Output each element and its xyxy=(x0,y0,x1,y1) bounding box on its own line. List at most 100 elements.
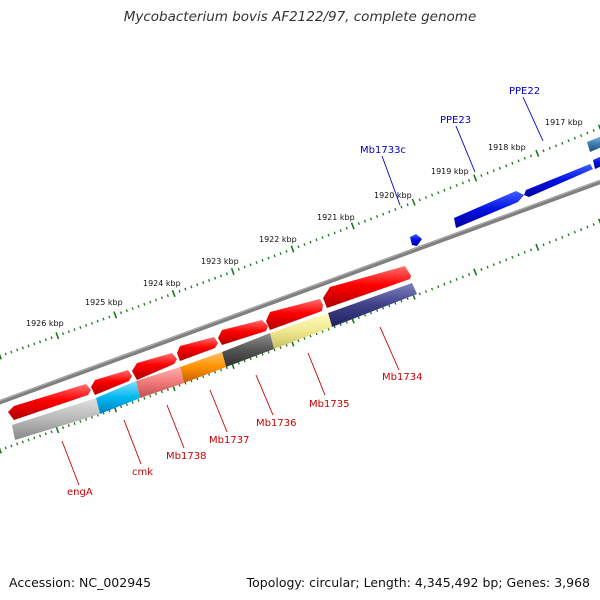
inner-ring-minor-tick xyxy=(406,297,409,301)
accession-text: Accession: NC_002945 xyxy=(9,575,152,590)
outer-ring-minor-tick xyxy=(327,233,330,237)
outer-ring-minor-tick xyxy=(184,287,187,291)
gene-label-ppe23: PPE23 xyxy=(440,115,471,126)
outer-ring-minor-tick xyxy=(279,252,282,256)
ppe23-leader-line xyxy=(455,125,476,173)
inner-ring-minor-tick xyxy=(50,430,53,434)
outer-ring-minor-tick xyxy=(10,350,13,354)
gene-mb1734-feature xyxy=(328,283,417,327)
outer-ring-minor-tick xyxy=(529,154,533,158)
outer-ring-minor-tick xyxy=(255,261,258,265)
inner-ring-minor-tick xyxy=(592,223,595,227)
gene-label-ppe22: PPE22 xyxy=(509,86,540,97)
outer-ring-minor-tick xyxy=(178,289,181,293)
outer-ring-minor-tick xyxy=(309,240,312,244)
inner-ring-minor-tick xyxy=(467,273,471,276)
outer-ring-major-tick xyxy=(411,198,416,206)
outer-ring-minor-tick xyxy=(137,304,140,308)
outer-ring-major-tick xyxy=(0,353,2,360)
inner-ring-minor-tick xyxy=(382,306,385,310)
inner-ring-minor-tick xyxy=(119,405,123,409)
mb1738-leader-line xyxy=(166,404,185,449)
outer-ring-minor-tick xyxy=(357,222,360,226)
outer-ring-major-tick xyxy=(55,332,60,340)
inner-ring-minor-tick xyxy=(461,275,464,279)
inner-ring-minor-tick xyxy=(219,368,223,372)
inner-ring-minor-tick xyxy=(143,396,146,400)
inner-ring-minor-tick xyxy=(339,323,342,327)
outer-ring-minor-tick xyxy=(285,249,288,253)
outer-ring-minor-tick xyxy=(207,278,211,282)
outer-ring-minor-tick xyxy=(554,144,558,148)
gene-label-mb1738: Mb1738 xyxy=(166,451,206,462)
label-leader-lines xyxy=(61,96,544,486)
gene-red-4-feature xyxy=(177,337,218,361)
gene-enga-feature xyxy=(12,398,100,440)
topology-summary-text: Topology: circular; Length: 4,345,492 bp… xyxy=(246,575,590,590)
outer-ring-minor-tick xyxy=(461,181,464,185)
forward-strand-genes xyxy=(410,136,600,246)
inner-ring-minor-tick xyxy=(154,392,158,396)
inner-ring-minor-tick xyxy=(369,311,373,315)
outer-ring-minor-tick xyxy=(406,203,409,207)
outer-ring-minor-tick xyxy=(27,344,30,348)
inner-ring-minor-tick xyxy=(388,304,391,308)
outer-ring-minor-tick xyxy=(190,285,193,289)
outer-ring-minor-tick xyxy=(16,348,19,352)
outer-ring-minor-tick xyxy=(437,191,440,195)
inner-ring-minor-tick xyxy=(267,350,270,354)
gene-label-mb1734: Mb1734 xyxy=(382,372,422,383)
inner-ring-minor-tick xyxy=(249,357,252,361)
scale-label-1926: 1926 kbp xyxy=(26,319,64,328)
outer-ring-minor-tick xyxy=(376,215,379,218)
outer-ring-minor-tick xyxy=(196,283,199,287)
scale-label-1921: 1921 kbp xyxy=(317,213,355,222)
gene-ppe23-feature xyxy=(454,191,524,228)
outer-ring-minor-tick xyxy=(33,342,36,346)
mb1735-leader-line xyxy=(307,352,326,396)
scale-label-1917: 1917 kbp xyxy=(545,118,583,127)
outer-ring-minor-tick xyxy=(579,134,583,138)
outer-ring-major-tick xyxy=(350,222,355,230)
inner-ring-minor-tick xyxy=(309,334,312,338)
outer-ring-major-tick xyxy=(113,311,118,319)
inner-ring-minor-tick xyxy=(455,277,458,281)
inner-ring-minor-tick xyxy=(160,390,164,394)
outer-ring-minor-tick xyxy=(542,149,545,153)
inner-ring-minor-tick xyxy=(586,225,589,229)
outer-ring-minor-tick xyxy=(561,141,564,145)
inner-ring-minor-tick xyxy=(207,372,211,376)
outer-ring-minor-tick xyxy=(21,346,24,350)
inner-ring-minor-tick xyxy=(542,243,545,247)
inner-ring-minor-tick xyxy=(16,442,19,446)
inner-ring-minor-tick xyxy=(73,422,76,425)
gene-label-mb1736: Mb1736 xyxy=(256,418,296,429)
inner-ring-major-tick xyxy=(597,218,600,225)
outer-ring-minor-tick xyxy=(498,166,502,170)
gene-red-7-feature xyxy=(8,384,91,420)
outer-ring-minor-tick xyxy=(382,212,385,216)
inner-ring-minor-tick xyxy=(498,260,502,264)
outer-ring-minor-tick xyxy=(517,159,520,163)
enga-leader-line xyxy=(61,440,80,486)
outer-ring-minor-tick xyxy=(505,164,508,168)
outer-ring-minor-tick xyxy=(492,169,495,173)
outer-ring-minor-tick xyxy=(303,242,306,246)
inner-ring-minor-tick xyxy=(237,361,240,365)
outer-ring-minor-tick xyxy=(50,336,53,340)
cmk-leader-line xyxy=(123,419,142,465)
outer-ring-minor-tick xyxy=(592,129,595,133)
ppe22-leader-line xyxy=(522,96,544,142)
inner-ring-minor-tick xyxy=(4,446,7,450)
gene-red-3-feature xyxy=(218,320,268,345)
gene-labels: PPE22 PPE23 Mb1733c Mb1734 Mb1735 Mb1736… xyxy=(67,86,540,498)
outer-ring-minor-tick xyxy=(143,302,146,306)
outer-ring-minor-tick xyxy=(237,267,240,271)
outer-ring-minor-tick xyxy=(586,131,589,135)
gene-label-mb1737: Mb1737 xyxy=(209,435,249,446)
outer-ring-major-tick xyxy=(290,245,295,253)
gene-mb1738-feature xyxy=(136,367,184,398)
inner-ring-minor-tick xyxy=(61,426,65,430)
inner-ring-minor-tick xyxy=(437,285,440,289)
inner-ring-minor-tick xyxy=(333,325,336,329)
